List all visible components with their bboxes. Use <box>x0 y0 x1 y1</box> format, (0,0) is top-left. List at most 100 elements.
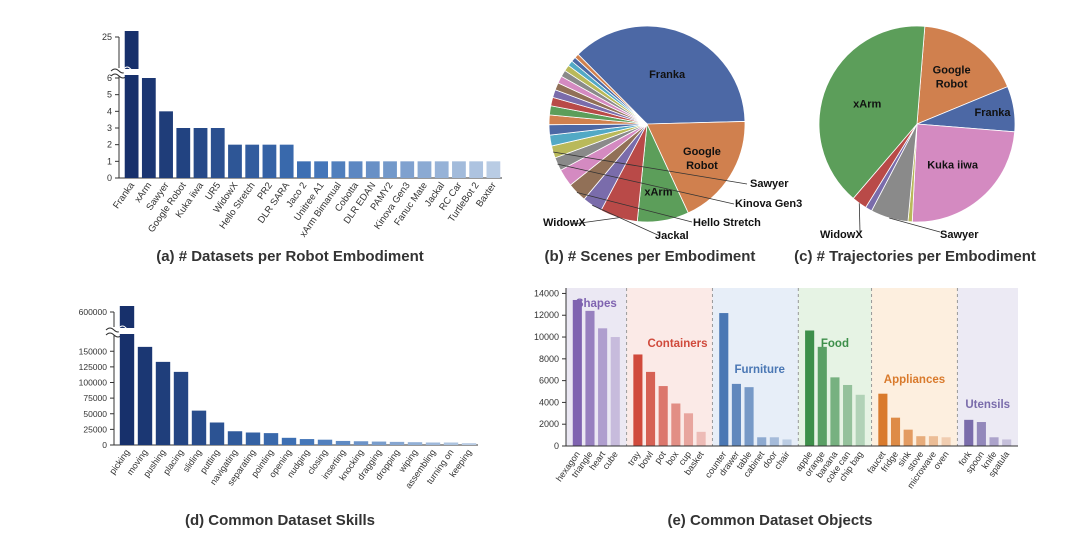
slice-label: Sawyer <box>750 178 789 190</box>
leader-line <box>557 163 735 205</box>
chart-b-scenes-pie: Franka Google Robot xArm WidowX Jackal Hello S… <box>543 25 802 242</box>
chart-c-title: (c) # Trajectories per Embodiment <box>794 248 1036 265</box>
bar-kinova-gen3 <box>400 161 415 178</box>
leader-line <box>553 151 748 185</box>
y-tick-label: 1 <box>107 156 112 166</box>
slice-xarm <box>818 25 926 199</box>
bar-knife <box>989 437 999 446</box>
bar-rc-car <box>452 161 466 178</box>
bar-pointing <box>263 433 279 445</box>
chart-a-title: (a) # Datasets per Robot Embodiment <box>156 248 424 265</box>
y-tick-label: 2000 <box>539 419 559 429</box>
bar-closing <box>317 439 333 445</box>
group-title: Shapes <box>576 298 617 310</box>
y-tick-label: 2 <box>107 140 112 150</box>
bar-sawyer <box>159 111 173 178</box>
bar-fork <box>964 419 974 446</box>
bar-jackal <box>434 161 449 178</box>
y-tick-label: 12000 <box>534 310 559 320</box>
bar-hexagon <box>572 299 582 446</box>
bar-banana <box>830 377 840 446</box>
bar-door <box>769 437 779 446</box>
bar-xarm <box>141 78 156 178</box>
bar-orange <box>817 346 827 446</box>
leader-line <box>576 192 693 223</box>
bar-chair <box>782 439 792 446</box>
bar-separating <box>245 432 261 445</box>
slice-google-robot <box>646 121 746 214</box>
chart-c-trajectories-pie: Google Robot Franka Kuka iiwa xArm Sawyer Wido… <box>818 25 1016 241</box>
leader-line <box>858 203 861 233</box>
group-title: Food <box>821 338 849 350</box>
bar-microwave <box>928 436 939 446</box>
slice-label: WidowX <box>820 229 863 241</box>
bar-ur5 <box>210 128 225 178</box>
bar-dropping <box>389 441 405 445</box>
chart-e-title: (e) Common Dataset Objects <box>667 512 873 529</box>
bar-counter <box>719 313 729 446</box>
y-tick-label: 3 <box>107 123 112 133</box>
y-tick-label: 0 <box>107 173 112 183</box>
y-tick-label: 14000 <box>534 288 559 298</box>
chart-b-title: (b) # Scenes per Embodiment <box>544 248 756 265</box>
slice-label: xArm <box>853 98 881 110</box>
slice-kuka-iiwa <box>911 123 1016 223</box>
y-tick-label: 600000 <box>79 307 108 317</box>
bar-pr2 <box>262 144 277 178</box>
bar-fridge <box>890 417 901 446</box>
group-title: Containers <box>647 338 707 350</box>
bar-wiping <box>407 442 423 445</box>
y-tick-label: 10000 <box>534 332 559 342</box>
bar-navigating <box>227 431 243 445</box>
y-tick-label: 6000 <box>539 376 559 386</box>
y-tick-label: 25000 <box>83 424 107 434</box>
bar-break-gap <box>118 328 136 334</box>
bar-coke-can <box>843 384 853 446</box>
slice-google-robot <box>916 25 1009 125</box>
bar-widowx <box>228 144 242 178</box>
slice-label: Google <box>933 64 971 76</box>
leader-line <box>572 217 619 225</box>
slice-label: Kuka iiwa <box>927 159 979 171</box>
bar-chip-bag <box>855 394 865 446</box>
bar-putting <box>209 422 225 445</box>
chart-d-title: (d) Common Dataset Skills <box>184 512 376 529</box>
y-tick-label: 4000 <box>539 397 559 407</box>
bar-pot <box>658 386 668 446</box>
group-title: Appliances <box>884 374 945 386</box>
slice-label: xArm <box>644 187 672 199</box>
bar-dlr-edan <box>365 161 380 178</box>
bar-break-wave <box>118 325 136 331</box>
bar-xarm-bimanual <box>331 161 346 178</box>
slice-label: Jackal <box>655 230 689 242</box>
bar-baxter <box>486 161 501 178</box>
slice-label: Sawyer <box>940 229 979 241</box>
y-tick-label: 100000 <box>79 378 108 388</box>
bar-spoon <box>976 422 986 446</box>
bar-basket <box>696 431 706 446</box>
slice-label: Hello Stretch <box>693 217 761 229</box>
bar-fanuc-mate <box>417 161 432 178</box>
bar-pamy2 <box>383 161 397 178</box>
bar-cup <box>683 413 694 446</box>
bar-placing <box>173 371 189 445</box>
group-bg-utensils <box>957 288 1018 446</box>
bar-break-wave <box>123 66 140 72</box>
bar-dlr-sara <box>279 144 294 178</box>
bar-keeping <box>461 443 477 445</box>
bar-triangle <box>585 310 595 446</box>
chart-d-dataset-skills: 0 25000 50000 75000 100000 125000 150000 600000… <box>79 306 478 490</box>
axis-break-mark <box>110 73 128 79</box>
axis-break-mark <box>105 332 123 338</box>
y-tick-label: 25 <box>102 32 112 42</box>
y-tick-label: 150000 <box>79 346 108 356</box>
slice-other-21 <box>574 53 648 125</box>
bar-unitree-a1 <box>314 161 329 178</box>
bar-knocking <box>353 441 369 445</box>
slice-label: Robot <box>686 160 718 172</box>
y-tick-label: 5 <box>107 90 112 100</box>
x-tick-label: Franka <box>111 180 137 211</box>
y-tick-label: 0 <box>554 441 559 451</box>
